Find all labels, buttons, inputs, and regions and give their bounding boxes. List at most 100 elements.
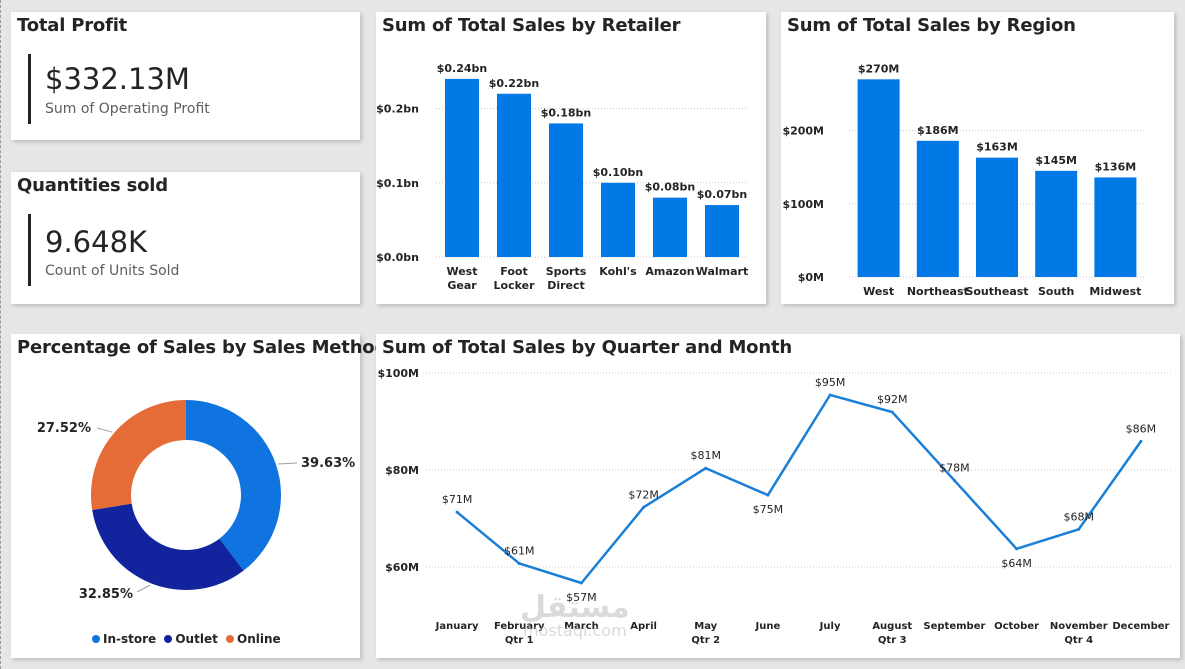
x-tick-label: Walmart bbox=[696, 265, 749, 278]
quarter-label: Qtr 2 bbox=[691, 635, 720, 646]
leader-line bbox=[277, 462, 298, 465]
x-tick-label: Midwest bbox=[1089, 285, 1141, 298]
x-tick-label: July bbox=[819, 621, 841, 632]
bar-west-gear bbox=[445, 78, 479, 257]
quarter-label: Qtr 1 bbox=[505, 635, 534, 646]
kpi-subtitle: Sum of Operating Profit bbox=[45, 101, 210, 117]
data-label: $75M bbox=[753, 503, 784, 516]
data-point bbox=[642, 505, 646, 509]
kpi-value: 9.648K bbox=[45, 225, 148, 259]
bar-walmart bbox=[705, 205, 739, 257]
data-point bbox=[579, 581, 583, 585]
sales-method-donut-chart: 39.63% 32.85% 27.52% bbox=[37, 400, 355, 602]
data-label: $0.22bn bbox=[489, 77, 540, 90]
quarter-label: Qtr 4 bbox=[1064, 635, 1093, 646]
x-tick-label: West bbox=[446, 265, 477, 278]
bar-amazon bbox=[653, 197, 687, 257]
legend-item-online[interactable]: Online bbox=[226, 632, 281, 646]
data-label: $136M bbox=[1095, 160, 1137, 173]
x-tick-label: Kohl's bbox=[599, 265, 637, 278]
chart-title: Percentage of Sales by Sales Method bbox=[17, 337, 388, 358]
data-point bbox=[890, 410, 894, 414]
donut-slice-in-store bbox=[186, 400, 281, 571]
y-tick-label: $0M bbox=[798, 271, 824, 284]
x-tick-label: March bbox=[564, 621, 599, 632]
quarter-label: Qtr 3 bbox=[878, 635, 907, 646]
x-tick-label: Amazon bbox=[645, 265, 694, 278]
sales-by-month-card[interactable]: Sum of Total Sales by Quarter and Month … bbox=[376, 334, 1180, 658]
sales-by-retailer-card[interactable]: Sum of Total Sales by Retailer $0.0bn $0.… bbox=[376, 12, 766, 304]
watermark-latin: mostaql.com bbox=[523, 621, 627, 640]
data-point bbox=[952, 478, 956, 482]
leader-line bbox=[96, 427, 113, 433]
data-label: $186M bbox=[917, 124, 959, 137]
data-point bbox=[766, 493, 770, 497]
data-label: $72M bbox=[628, 488, 659, 501]
x-tick-label: April bbox=[630, 621, 657, 632]
data-label: $95M bbox=[815, 376, 846, 389]
card-title: Quantities sold bbox=[17, 175, 168, 196]
x-tick-label: February bbox=[494, 621, 545, 632]
y-tick-label: $80M bbox=[385, 464, 419, 477]
data-label: $81M bbox=[691, 449, 722, 462]
data-label: $0.07bn bbox=[697, 188, 748, 201]
data-label: $68M bbox=[1064, 510, 1095, 523]
x-tick-label: Locker bbox=[494, 279, 536, 292]
data-label: $64M bbox=[1001, 557, 1031, 570]
legend-label: Outlet bbox=[175, 632, 218, 646]
data-label: $86M bbox=[1126, 422, 1157, 435]
card-title: Total Profit bbox=[17, 15, 128, 36]
y-tick-label: $0.2bn bbox=[376, 103, 419, 116]
x-tick-label: May bbox=[694, 621, 717, 632]
bar-northeast bbox=[916, 140, 959, 277]
sales-method-card[interactable]: Percentage of Sales by Sales Method 39.6… bbox=[11, 334, 387, 658]
x-tick-label: Gear bbox=[447, 279, 477, 292]
chart-title: Sum of Total Sales by Quarter and Month bbox=[382, 337, 792, 358]
data-label: $71M bbox=[442, 493, 473, 506]
x-tick-label: June bbox=[755, 621, 781, 632]
legend-dot bbox=[226, 635, 235, 643]
x-tick-label: Direct bbox=[547, 279, 585, 292]
data-label: $163M bbox=[976, 141, 1018, 154]
kpi-accent-bar bbox=[28, 54, 31, 124]
sales-by-region-card[interactable]: Sum of Total Sales by Region $0M $100M $20… bbox=[781, 12, 1174, 304]
chart-title: Sum of Total Sales by Region bbox=[787, 15, 1076, 36]
data-label: 32.85% bbox=[79, 587, 133, 602]
data-point bbox=[1077, 527, 1081, 531]
legend-item-in-store[interactable]: In-store bbox=[92, 632, 156, 646]
data-point bbox=[517, 561, 521, 565]
chart-title: Sum of Total Sales by Retailer bbox=[382, 15, 681, 36]
monthly-sales-line-chart: $60M $80M $100M $71M January $61M February $57M… bbox=[377, 367, 1172, 646]
bar-kohl's bbox=[601, 182, 635, 257]
data-label: $0.18bn bbox=[541, 106, 592, 119]
legend-item-outlet[interactable]: Outlet bbox=[164, 632, 218, 646]
y-tick-label: $60M bbox=[385, 561, 419, 574]
y-tick-label: $0.0bn bbox=[376, 251, 419, 264]
legend-dot bbox=[164, 635, 173, 643]
x-tick-label: West bbox=[863, 285, 894, 298]
y-tick-label: $200M bbox=[782, 125, 824, 138]
x-tick-label: Foot bbox=[500, 265, 527, 278]
legend-label: In-store bbox=[103, 632, 157, 646]
canvas-edge bbox=[0, 0, 1, 669]
sales-line bbox=[456, 393, 1142, 585]
y-tick-label: $100M bbox=[782, 198, 824, 211]
watermark-arabic: مستقل bbox=[520, 590, 630, 625]
data-label: $145M bbox=[1035, 154, 1077, 167]
data-label: $0.08bn bbox=[645, 181, 696, 194]
data-label: $57M bbox=[566, 591, 597, 604]
x-tick-label: August bbox=[872, 621, 912, 632]
quantities-sold-card[interactable]: Quantities sold 9.648K Count of Units So… bbox=[11, 172, 360, 304]
y-tick-label: $0.1bn bbox=[376, 177, 419, 190]
bar-midwest bbox=[1094, 177, 1137, 277]
data-label: $0.10bn bbox=[593, 166, 644, 179]
kpi-accent-bar bbox=[28, 214, 31, 286]
region-bar-chart: $0M $100M $200M $270M West $186M Northeast $163… bbox=[782, 62, 1145, 298]
x-tick-label: November bbox=[1050, 621, 1108, 632]
bar-foot-locker bbox=[497, 93, 531, 257]
data-label: $270M bbox=[858, 62, 900, 75]
data-point bbox=[828, 393, 832, 397]
x-tick-label: South bbox=[1038, 285, 1074, 298]
total-profit-card[interactable]: Total Profit $332.13M Sum of Operating P… bbox=[11, 12, 360, 140]
